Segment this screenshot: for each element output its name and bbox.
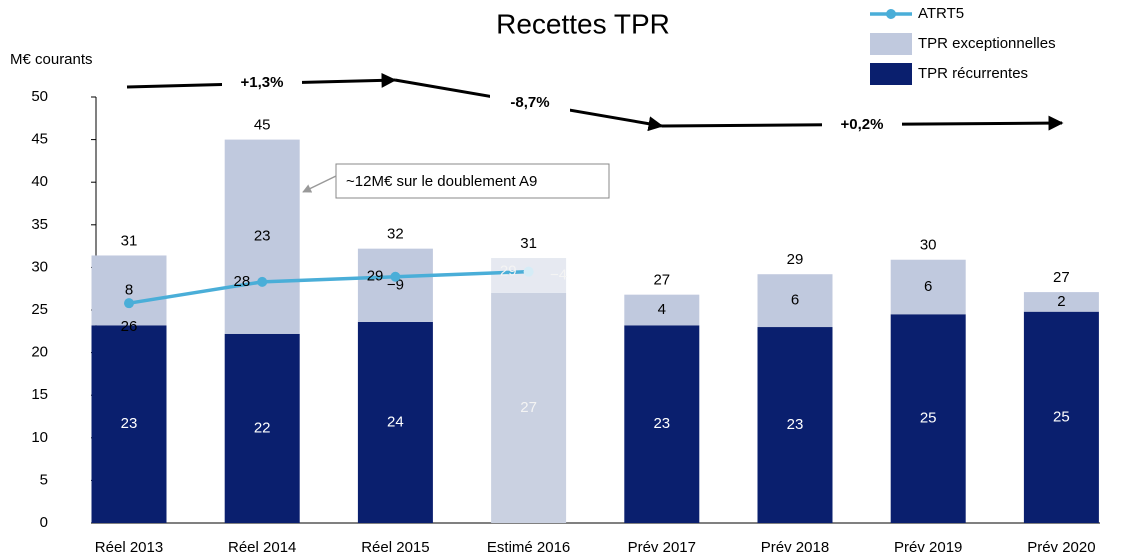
value-label: 23 [254,228,271,245]
value-label: 23 [787,416,804,433]
value-label: 2 [1057,293,1065,310]
y-tick-label: 25 [31,301,48,318]
label-bg [490,92,570,114]
bar-segment [624,325,700,523]
x-tick-label: Réel 2015 [361,539,429,556]
y-axis-label: M€ courants [10,51,93,68]
bar-segment [757,274,833,328]
callout-box [335,163,610,199]
value-label: 27 [520,399,537,416]
value-label: 22 [254,419,271,436]
total-label: 27 [653,272,670,289]
bar-segment [357,321,433,523]
line [128,269,529,305]
y-tick-label: 20 [31,344,48,361]
bar-segment [757,327,833,523]
label-bg [222,72,302,94]
y-tick-label: 50 [31,88,48,105]
annotation: ~12M€ sur le doublement A9 [346,173,537,190]
bar-segment [357,248,433,322]
x-tick-label: Prév 2019 [894,539,962,556]
value-label: −4 [550,266,567,283]
legend-label: TPR exceptionnelles [918,35,1056,52]
callout: ~12M€ sur le doublement A9 [302,163,610,199]
x-tick-label: Prév 2018 [761,539,829,556]
annotation: +1,3% [241,74,284,91]
legend-label: ATRT5 [918,5,964,22]
y-tick-label: 5 [40,471,48,488]
value-label: 6 [924,278,932,295]
x-tick-label: Réel 2013 [95,539,163,556]
legend-swatch [870,33,912,55]
bar-segment [624,294,700,326]
bar-segment [491,292,567,523]
y-tick-label: 40 [31,173,48,190]
x-tick-label: Prév 2017 [628,539,696,556]
value-label: 24 [387,413,404,430]
annotation: -8,7% [510,94,549,111]
y-tick-label: 45 [31,131,48,148]
bar-segment [1023,311,1099,523]
bar-segment [890,259,966,315]
bar-segment [91,255,167,326]
line-label: 28 [234,273,251,290]
legend-marker [886,9,896,19]
value-label: 23 [121,415,138,432]
total-label: 32 [387,226,404,243]
bar-segment [890,314,966,523]
total-label: 45 [254,117,271,134]
total-label: 30 [920,237,937,254]
total-label: 29 [787,251,804,268]
bar-segment [224,139,300,334]
total-label: 31 [121,232,138,249]
y-tick-label: 15 [31,386,48,403]
value-label: 8 [125,281,133,298]
value-label: −9 [387,276,404,293]
line-label: 26 [121,318,138,335]
y-tick-label: 10 [31,429,48,446]
bar-segment [224,333,300,523]
legend-swatch [870,63,912,85]
label-bg [822,114,902,136]
line-label: 29 [500,263,517,280]
annotation: +0,2% [841,116,884,133]
trend-arrows: +1,3% -8,7% +0,2% [126,72,1064,136]
chart-title: Recettes TPR [496,8,670,39]
line-point [390,271,401,282]
y-tick-label: 0 [40,514,48,531]
value-label: 23 [653,415,670,432]
total-label: 31 [520,235,537,252]
y-tick-label: 30 [31,258,48,275]
legend: ATRT5 TPR exceptionnelles TPR récurrentes [870,5,1056,85]
line-label: 29 [367,268,384,285]
total-label: 27 [1053,269,1070,286]
x-tick-label: Estimé 2016 [487,539,570,556]
x-tick-label: Prév 2020 [1027,539,1095,556]
y-tick-label: 35 [31,216,48,233]
callout-arrow [302,175,337,193]
value-label: 25 [920,410,937,427]
value-label: 4 [658,301,666,318]
bar-segment [1023,292,1099,312]
line-point [523,266,534,277]
line-point [124,298,134,309]
value-label: 6 [791,292,799,309]
line-point [257,276,268,287]
x-tick-label: Réel 2014 [228,539,296,556]
value-label: 25 [1053,408,1070,425]
legend-label: TPR récurrentes [918,65,1028,82]
bar-segment [91,325,167,523]
